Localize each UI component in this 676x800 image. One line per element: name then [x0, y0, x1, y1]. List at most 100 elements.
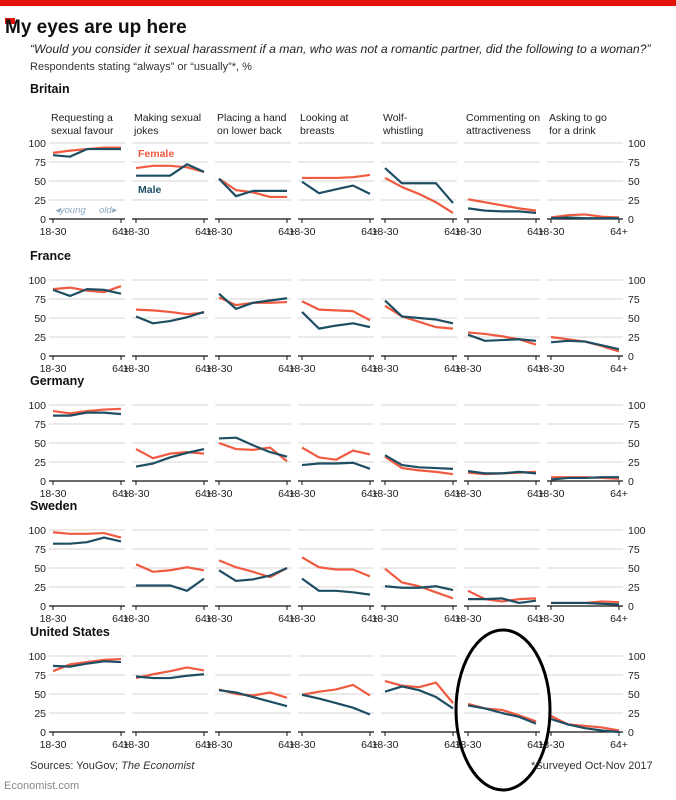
annotation-circle [454, 628, 552, 792]
x-tick-label: 64+ [195, 613, 213, 625]
x-tick-label: 18-30 [40, 363, 67, 375]
x-tick-label: 64+ [195, 739, 213, 751]
x-tick-label: 18-30 [206, 363, 233, 375]
x-tick-label: 64+ [610, 739, 628, 751]
panel: 18-30 64+ [123, 279, 213, 375]
x-tick-label: 18-30 [455, 363, 482, 375]
accent-bar [0, 0, 676, 6]
male-series-line [218, 436, 288, 458]
panel: 18-30 64+ [372, 529, 462, 625]
male-series-line [135, 673, 205, 680]
column-heading-line: Wolf- [383, 112, 408, 124]
chart-subtitle: “Would you consider it sexual harassment… [30, 42, 651, 56]
x-tick-label: 18-30 [40, 488, 67, 500]
male-series-line [52, 147, 121, 158]
female-series-line [301, 683, 371, 697]
x-tick-label: 64+ [444, 613, 462, 625]
x-tick-label: 64+ [610, 613, 628, 625]
country-label: United States [30, 625, 110, 639]
x-tick-label: 64+ [361, 739, 379, 751]
y-tick-label: 0 [40, 214, 46, 226]
y-tick-label-right: 25 [628, 708, 640, 720]
female-series-line [218, 441, 288, 463]
y-tick-label-right: 50 [628, 689, 640, 701]
y-tick-label-right: 100 [628, 138, 646, 150]
male-series-line [136, 577, 205, 592]
x-tick-label: 64+ [361, 363, 379, 375]
y-tick-label: 0 [40, 476, 46, 488]
panel: 18-30 64+ [372, 655, 462, 751]
y-tick-label: 50 [34, 563, 46, 575]
male-series-line [384, 299, 454, 325]
x-tick-label: 64+ [112, 613, 130, 625]
panel: 18-30 64+ [40, 142, 130, 238]
x-tick-label: 64+ [527, 739, 545, 751]
country-label: Sweden [30, 499, 77, 513]
female-series-line [384, 567, 454, 600]
y-tick-label: 100 [28, 400, 46, 412]
x-tick-label: 64+ [527, 363, 545, 375]
female-series-line [467, 331, 537, 346]
female-series-line [550, 213, 620, 219]
y-tick-label-right: 75 [628, 294, 640, 306]
male-series-line [135, 310, 205, 325]
x-tick-label: 18-30 [206, 488, 233, 500]
x-tick-label: 18-30 [455, 226, 482, 238]
panel: 18-30 64+ [455, 142, 545, 238]
panel: 18-30 64+ [123, 404, 213, 500]
x-tick-label: 18-30 [206, 613, 233, 625]
chart-title: My eyes are up here [5, 17, 187, 38]
x-tick-label: 18-30 [289, 613, 316, 625]
male-series-line [52, 660, 122, 668]
y-tick-label: 75 [34, 670, 46, 682]
y-tick-label: 50 [34, 438, 46, 450]
panel: 18-30 64+ [206, 142, 296, 238]
y-tick-label-right: 0 [628, 351, 634, 363]
x-tick-label: 18-30 [372, 613, 399, 625]
x-tick-label: 18-30 [289, 226, 316, 238]
column-heading-line: whistling [382, 125, 423, 137]
female-series-line [302, 173, 371, 180]
column-heading-line: Looking at [300, 112, 349, 124]
male-series-line [301, 461, 371, 470]
male-series-line [384, 685, 454, 710]
x-tick-label: 64+ [444, 226, 462, 238]
panel: 18-30 64+ [289, 404, 379, 500]
x-tick-label: 64+ [195, 363, 213, 375]
panel: 18-30 64+ [40, 529, 130, 625]
panel: 18-30 64+ [538, 404, 628, 500]
y-tick-label-right: 0 [628, 214, 634, 226]
column-heading-line: breasts [300, 125, 334, 137]
male-series-line [467, 704, 537, 725]
x-tick-label: 64+ [278, 739, 296, 751]
y-tick-label-right: 75 [628, 670, 640, 682]
male-series-line [467, 333, 537, 342]
column-heading-line: for a drink [549, 125, 596, 137]
column-heading-line: jokes [133, 125, 159, 137]
panel: 18-30 64+ [206, 655, 296, 751]
male-series-line [301, 577, 371, 596]
x-tick-label: 64+ [112, 226, 130, 238]
x-tick-label: 64+ [361, 226, 379, 238]
x-tick-label: 18-30 [40, 739, 67, 751]
y-tick-label-right: 100 [628, 400, 646, 412]
x-tick-label: 18-30 [538, 613, 565, 625]
column-heading-line: Asking to go [549, 112, 607, 124]
column-heading-line: on lower back [217, 125, 283, 137]
y-tick-label: 0 [40, 351, 46, 363]
panel: 18-30 64+ [123, 655, 213, 751]
x-tick-label: 18-30 [289, 488, 316, 500]
female-series-line [467, 198, 537, 212]
x-tick-label: 18-30 [123, 488, 150, 500]
female-series-line [135, 563, 205, 573]
male-series-line [301, 180, 371, 195]
panel: 18-30 64+ [289, 279, 379, 375]
x-tick-label: 64+ [527, 488, 545, 500]
x-tick-label: 18-30 [123, 739, 150, 751]
legend-female-label: Female [138, 148, 174, 160]
male-series-line [550, 216, 619, 220]
